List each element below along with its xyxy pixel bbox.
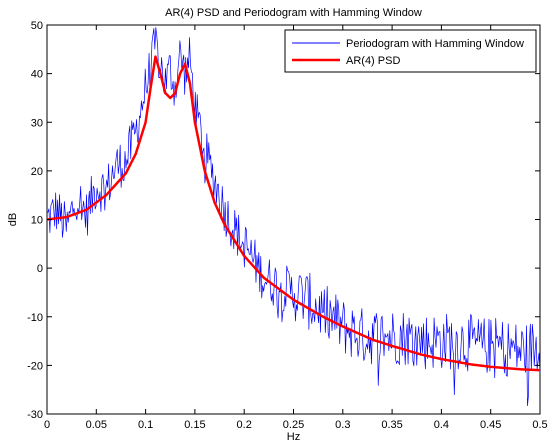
chart-title: AR(4) PSD and Periodogram with Hamming W… bbox=[165, 7, 422, 19]
y-tick-label: -20 bbox=[27, 360, 43, 372]
y-tick-label: 0 bbox=[37, 263, 43, 275]
legend: Periodogram with Hamming Window AR(4) PS… bbox=[284, 29, 537, 73]
series-layer bbox=[46, 27, 541, 407]
y-tick-label: 30 bbox=[31, 117, 43, 129]
x-tick-label: 0.3 bbox=[335, 419, 350, 431]
y-tick-label: -10 bbox=[27, 312, 43, 324]
y-tick-label: -30 bbox=[27, 409, 43, 421]
series-line-ar4-psd bbox=[46, 55, 541, 372]
y-tick-label: 40 bbox=[31, 69, 43, 81]
x-tick-label: 0.25 bbox=[283, 419, 304, 431]
x-tick-label: 0.05 bbox=[86, 419, 107, 431]
x-tick-label: 0.5 bbox=[532, 419, 547, 431]
x-tick-label: 0.45 bbox=[480, 419, 501, 431]
axes-box bbox=[46, 24, 541, 415]
x-tick-label: 0.2 bbox=[237, 419, 252, 431]
legend-label-periodogram: Periodogram with Hamming Window bbox=[346, 38, 524, 50]
x-tick-label: 0.35 bbox=[381, 419, 402, 431]
legend-label-ar4-psd: AR(4) PSD bbox=[346, 55, 400, 67]
y-tick-label: 10 bbox=[31, 215, 43, 227]
legend-box bbox=[284, 29, 537, 73]
y-tick-label: 50 bbox=[31, 20, 43, 32]
x-tick-label: 0.15 bbox=[184, 419, 205, 431]
series-line-periodogram bbox=[46, 27, 541, 407]
x-tick-label: 0 bbox=[44, 419, 50, 431]
x-axis-label: Hz bbox=[287, 431, 300, 443]
plot-area: 0 0.05 0.1 0.15 0.2 0.25 0.3 0.35 0.4 0.45 0.5 -30 -… bbox=[27, 20, 548, 431]
x-tick-label: 0.1 bbox=[138, 419, 153, 431]
y-axis-label: dB bbox=[7, 213, 19, 226]
y-tick-label: 20 bbox=[31, 166, 43, 178]
x-tick-label: 0.4 bbox=[434, 419, 449, 431]
ticks-layer: 0 0.05 0.1 0.15 0.2 0.25 0.3 0.35 0.4 0.45 0.5 -30 -… bbox=[27, 20, 548, 431]
